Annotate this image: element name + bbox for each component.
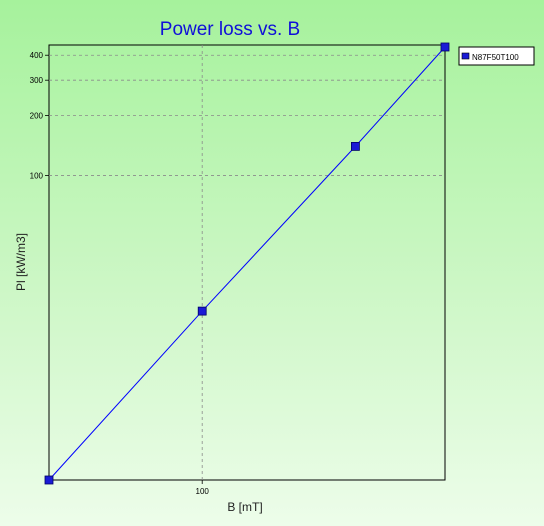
data-point bbox=[440, 42, 450, 52]
legend: N87F50T100 bbox=[458, 46, 535, 66]
data-point bbox=[44, 475, 54, 485]
series bbox=[44, 42, 450, 485]
y-tick-label: 200 bbox=[30, 111, 44, 120]
legend-box bbox=[458, 46, 535, 66]
y-axis-label: Pl [kW/m3] bbox=[14, 233, 28, 291]
plot-area bbox=[48, 44, 446, 481]
y-tick-label: 100 bbox=[30, 172, 44, 181]
chart-title: Power loss vs. B bbox=[160, 19, 300, 40]
legend-marker bbox=[461, 52, 470, 60]
grid-lines bbox=[49, 45, 445, 480]
y-axis-ticks: 100 200 300 400 bbox=[30, 51, 49, 181]
x-axis-ticks: 100 bbox=[196, 480, 210, 496]
data-point bbox=[197, 306, 207, 316]
series-line bbox=[48, 46, 446, 481]
y-tick-label: 400 bbox=[30, 51, 44, 60]
data-point bbox=[350, 141, 360, 151]
legend-label: N87F50T100 bbox=[472, 53, 519, 62]
x-tick-label: 100 bbox=[196, 487, 210, 496]
x-axis-label: B [mT] bbox=[227, 500, 262, 514]
y-tick-label: 300 bbox=[30, 76, 44, 85]
